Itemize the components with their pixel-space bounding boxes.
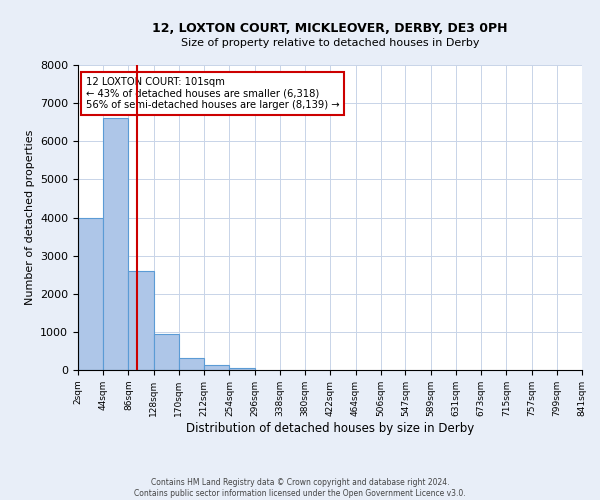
Bar [179,358,204,370]
Text: 12 LOXTON COURT: 101sqm
← 43% of detached houses are smaller (6,318)
56% of semi: 12 LOXTON COURT: 101sqm ← 43% of detache… [86,77,339,110]
Bar [154,334,179,370]
Text: Size of property relative to detached houses in Derby: Size of property relative to detached ho… [181,38,479,48]
Bar [204,365,229,370]
Y-axis label: Number of detached properties: Number of detached properties [25,130,35,305]
Bar [103,118,128,370]
Bar [128,271,154,370]
X-axis label: Distribution of detached houses by size in Derby: Distribution of detached houses by size … [186,422,474,434]
Text: Contains HM Land Registry data © Crown copyright and database right 2024.
Contai: Contains HM Land Registry data © Crown c… [134,478,466,498]
Text: 12, LOXTON COURT, MICKLEOVER, DERBY, DE3 0PH: 12, LOXTON COURT, MICKLEOVER, DERBY, DE3… [152,22,508,36]
Bar [78,218,103,370]
Bar [229,368,254,370]
